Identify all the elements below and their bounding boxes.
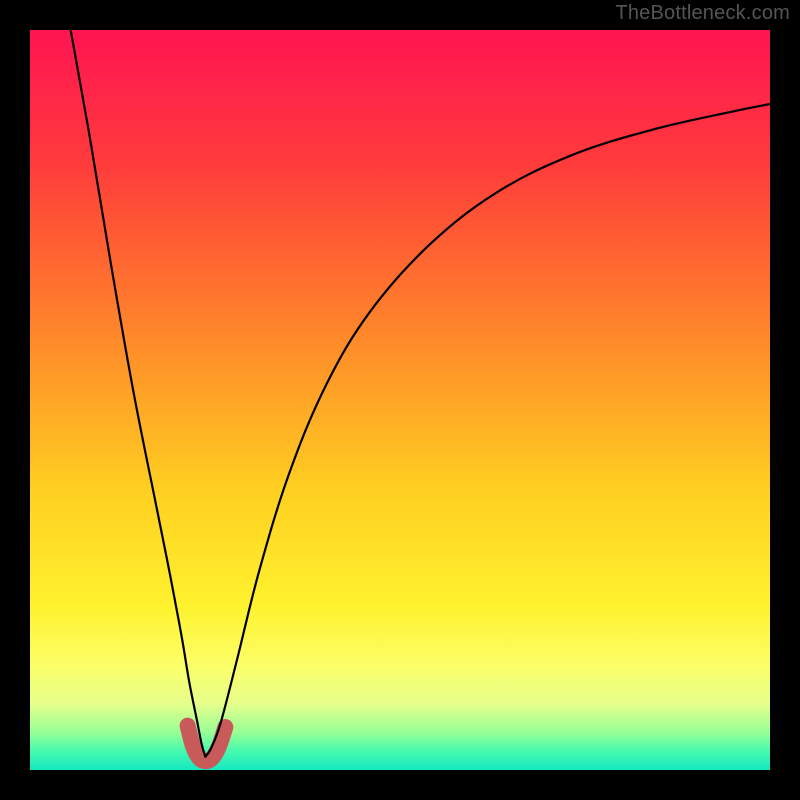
watermark-text: TheBottleneck.com: [615, 2, 790, 25]
chart-plot-area: [30, 30, 770, 770]
bottleneck-curve-right: [205, 104, 770, 757]
bottleneck-curve-left: [71, 30, 206, 757]
chart-curve-layer: [30, 30, 770, 770]
